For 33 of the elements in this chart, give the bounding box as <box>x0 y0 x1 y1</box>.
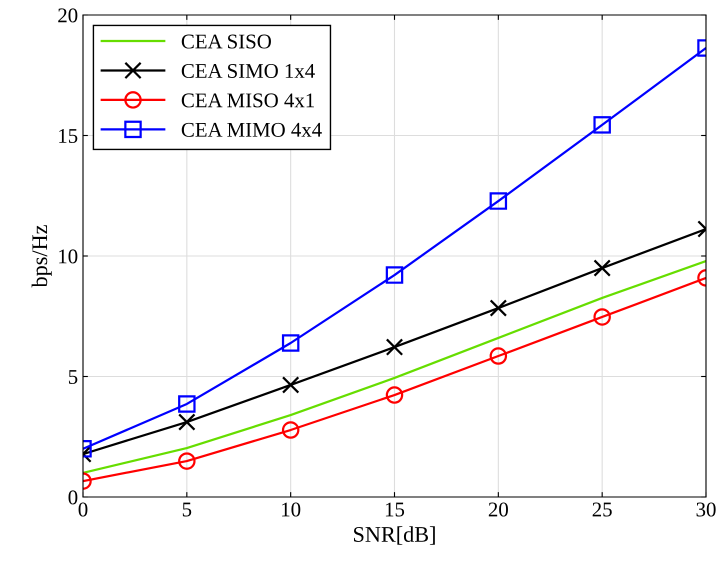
x-tick-label: 15 <box>386 502 404 517</box>
x-tick-label: 10 <box>282 502 300 517</box>
point <box>178 452 196 470</box>
y-tick-label: 0 <box>68 490 78 504</box>
y-axis-title: bps/Hz <box>32 225 52 288</box>
y-tick-label: 5 <box>68 370 78 384</box>
point <box>593 259 611 277</box>
x-tick-label: 30 <box>696 502 716 517</box>
point <box>282 421 300 439</box>
y-tick-label: 15 <box>59 128 78 143</box>
x-tick-label: 25 <box>592 502 612 517</box>
point <box>178 413 196 431</box>
point <box>490 347 508 365</box>
legend-label: CEA MISO 4x1 <box>182 93 314 108</box>
point <box>178 395 196 413</box>
point <box>282 334 300 352</box>
point <box>490 192 508 210</box>
x-axis-title: SNR[dB] <box>354 526 435 545</box>
point <box>490 299 508 317</box>
legend-label: CEA SIMO 1x4 <box>182 64 315 78</box>
x-tick-label: 0 <box>78 502 88 517</box>
x-tick-label: 20 <box>488 502 508 517</box>
legend-label: CEA MIMO 4x4 <box>182 122 322 137</box>
legend-label: CEA SISO <box>182 34 271 49</box>
point <box>386 386 404 404</box>
y-tick-label: 10 <box>59 249 78 264</box>
point <box>593 308 611 326</box>
y-tick-label: 20 <box>58 8 78 22</box>
point <box>593 116 611 134</box>
point <box>386 338 404 356</box>
point <box>386 266 404 284</box>
point <box>282 376 300 394</box>
x-tick-label: 5 <box>182 502 192 517</box>
